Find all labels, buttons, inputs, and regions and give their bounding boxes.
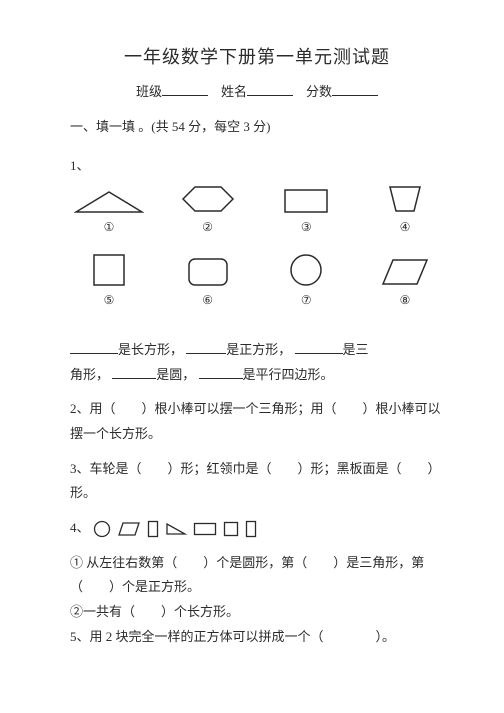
small-square-icon: [223, 521, 239, 537]
shape-parallelogram: ⑧: [370, 257, 440, 312]
caption-4: ④: [400, 216, 411, 239]
small-tall-rect-icon: [147, 520, 159, 538]
txt-a: 是长方形，: [118, 342, 183, 357]
q3: 3、车轮是（ ）形；红领巾是（ ）形；黑板面是（ ）形。: [70, 457, 444, 506]
small-tall-rect-icon: [245, 520, 257, 538]
shape-square: ⑤: [74, 253, 144, 312]
caption-8: ⑧: [400, 289, 411, 312]
shape-flat-triangle: ①: [74, 190, 144, 239]
q4: 4、: [70, 516, 444, 541]
q2: 2、用（ ）根小棒可以摆一个三角形；用（ ）根小棒可以摆一个长方形。: [70, 397, 444, 446]
shape-trapezoid: ④: [370, 184, 440, 239]
txt-b: 是正方形，: [226, 342, 291, 357]
class-label: 班级: [136, 84, 162, 99]
blank: [70, 341, 118, 354]
shape-rounded-rect: ⑥: [173, 257, 243, 312]
caption-5: ⑤: [104, 289, 115, 312]
blank: [199, 365, 243, 378]
q4-label: 4、: [70, 520, 90, 535]
txt-f: 是平行四边形。: [243, 367, 334, 382]
blank: [186, 341, 226, 354]
q1-shapes-row2: ⑤ ⑥ ⑦ ⑧: [74, 253, 440, 312]
blank: [112, 365, 156, 378]
score-blank: [332, 83, 378, 96]
class-blank: [162, 83, 208, 96]
name-blank: [247, 83, 293, 96]
student-info-line: 班级 姓名 分数: [70, 80, 444, 105]
q1-shapes-row1: ① ② ③ ④: [74, 184, 440, 239]
small-parallelogram-icon: [117, 521, 141, 537]
q4-sub1: ① 从左往右数第（ ）个是圆形，第（ ）是三角形，第（ ）个是正方形。: [70, 551, 444, 600]
shape-hexagon: ②: [173, 184, 243, 239]
q5: 5、用 2 块完全一样的正方体可以拼成一个（ ）。: [70, 625, 444, 650]
shape-rectangle: ③: [271, 188, 341, 239]
txt-d: 角形，: [70, 367, 109, 382]
score-label: 分数: [306, 84, 332, 99]
q1-label: 1、: [70, 154, 444, 179]
small-circle-icon: [93, 520, 111, 538]
name-label: 姓名: [221, 84, 247, 99]
small-right-triangle-icon: [165, 522, 187, 536]
small-rectangle-icon: [193, 522, 217, 536]
section-1-heading: 一、填一填 。(共 54 分，每空 3 分): [70, 115, 444, 140]
blank: [295, 341, 343, 354]
txt-e: 是圆，: [156, 367, 195, 382]
caption-2: ②: [202, 216, 213, 239]
txt-c: 是三: [343, 342, 369, 357]
caption-3: ③: [301, 216, 312, 239]
caption-6: ⑥: [202, 289, 213, 312]
worksheet-page: 一年级数学下册第一单元测试题 班级 姓名 分数 一、填一填 。(共 54 分，每…: [0, 0, 504, 713]
page-title: 一年级数学下册第一单元测试题: [70, 40, 444, 74]
q4-sub2: ②一共有（ ）个长方形。: [70, 600, 444, 625]
caption-1: ①: [104, 216, 115, 239]
shape-circle: ⑦: [271, 253, 341, 312]
q1: 1、 ① ② ③ ④ ⑤: [70, 154, 444, 388]
q1-fill-sentence: 是长方形， 是正方形， 是三 角形， 是圆， 是平行四边形。: [70, 338, 444, 387]
q4-shape-strip: [93, 520, 257, 538]
caption-7: ⑦: [301, 289, 312, 312]
